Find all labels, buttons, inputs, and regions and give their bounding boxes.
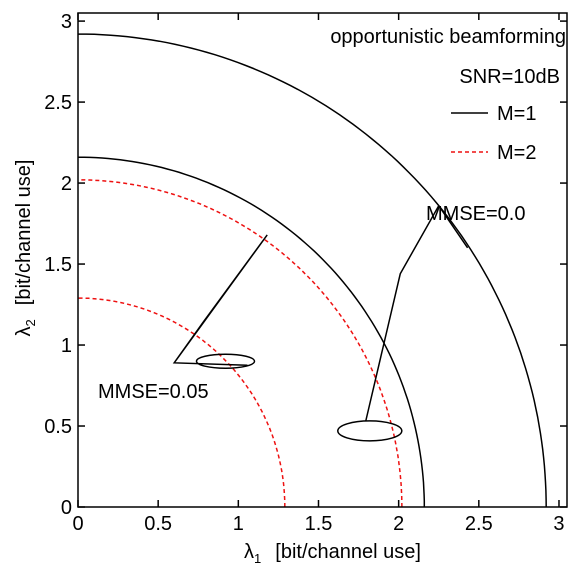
y-tick-label: 0.5: [44, 416, 72, 438]
annotation-leader: [172, 234, 268, 366]
y-tick-label: 2.5: [44, 92, 72, 114]
legend: opportunistic beamforming SNR=10dB M=1 M…: [330, 26, 566, 164]
annotation-ellipse: [337, 420, 403, 442]
x-tick-label: 0: [72, 513, 83, 535]
series-curve-1: [78, 156, 426, 507]
y-tick-label: 2: [61, 173, 72, 195]
series-curves: [77, 33, 547, 508]
series-curve-2: [77, 179, 403, 508]
x-axis-unit: [bit/channel use]: [275, 541, 421, 563]
x-axis-symbol: λ: [244, 541, 254, 563]
annotation-label: MMSE=0.05: [98, 381, 209, 403]
tick-labels: 0 0.5 1 1.5 2 2.5 3 0 0.5 1 1.5 2 2.5 3: [44, 11, 564, 535]
axis-ticks: [77, 13, 567, 508]
y-tick-label: 1: [61, 335, 72, 357]
annotations: MMSE=0.0 MMSE=0.05: [98, 203, 525, 442]
x-tick-label: 2: [393, 513, 404, 535]
y-tick-label: 3: [61, 11, 72, 33]
x-tick-label: 3: [553, 513, 564, 535]
y-axis-subscript: 2: [23, 319, 38, 326]
x-tick-label: 2.5: [465, 513, 493, 535]
y-axis-symbol: λ: [13, 326, 35, 336]
legend-label-m1: M=1: [497, 103, 536, 125]
annotation-mmse-005: MMSE=0.05: [98, 234, 268, 403]
legend-label-m2: M=2: [497, 142, 536, 164]
annotation-leader: [365, 204, 469, 422]
y-tick-label: 0: [61, 497, 72, 519]
annotation-label: MMSE=0.0: [426, 203, 525, 225]
y-axis-unit: [bit/channel use]: [13, 160, 35, 306]
series-curve-3: [78, 297, 286, 507]
x-tick-label: 0.5: [144, 513, 172, 535]
plot-frame: [77, 12, 568, 508]
annotation-mmse-0: MMSE=0.0: [337, 203, 525, 442]
x-tick-label: 1.5: [305, 513, 333, 535]
x-axis-label: λ1 [bit/channel use]: [244, 541, 421, 566]
y-axis-label: λ2 [bit/channel use]: [13, 160, 38, 337]
legend-title: opportunistic beamforming: [330, 26, 566, 48]
legend-snr: SNR=10dB: [459, 66, 560, 88]
x-axis-subscript: 1: [254, 551, 261, 566]
y-tick-label: 1.5: [44, 254, 72, 276]
series-curve-0: [78, 33, 547, 508]
annotation-ellipse: [195, 353, 256, 369]
x-tick-label: 1: [233, 513, 244, 535]
